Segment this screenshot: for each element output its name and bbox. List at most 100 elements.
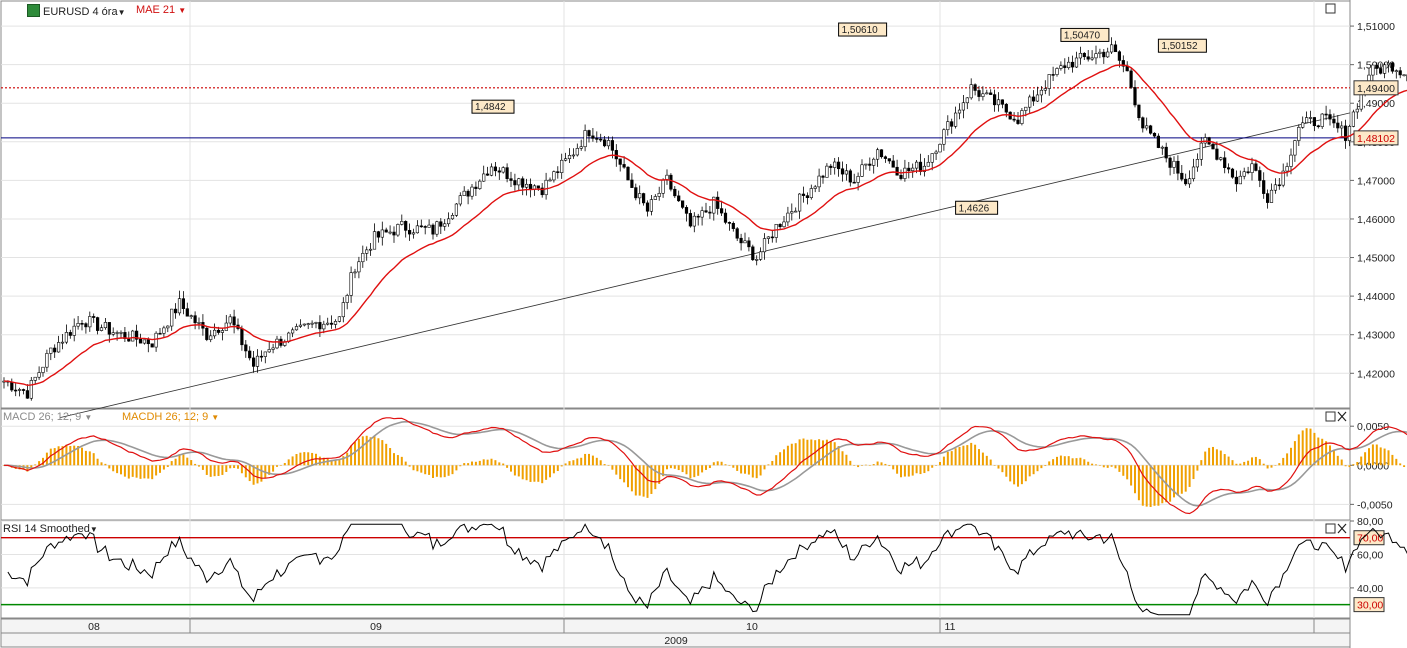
candle-body (864, 163, 868, 166)
macd-histogram-bar (1387, 450, 1390, 466)
macd-histogram-bar (1399, 463, 1402, 466)
macd-histogram-bar (1254, 456, 1257, 466)
candle-body (302, 323, 306, 326)
rsi-indicator-label[interactable]: RSI 14 Smoothed▼ (3, 523, 98, 536)
candle-body (1227, 167, 1231, 170)
candle-body (1301, 122, 1305, 128)
macd-histogram-bar (689, 465, 692, 479)
price-tick-label: 1,43000 (1357, 330, 1395, 342)
candle-body (673, 188, 677, 197)
candle-body (747, 240, 751, 248)
trendline[interactable] (59, 112, 1351, 419)
macd-histogram-bar (408, 465, 411, 467)
macdh-indicator-label[interactable]: MACDH 26; 12; 9 ▼ (122, 411, 219, 424)
maximize-icon[interactable] (1325, 3, 1336, 14)
macd-histogram-bar (330, 459, 333, 466)
macd-histogram-bar (872, 464, 875, 466)
candle-body (135, 330, 139, 340)
candle-body (1386, 62, 1391, 66)
macd-histogram-bar (346, 452, 349, 466)
candle-body (1281, 170, 1285, 186)
chevron-down-icon[interactable]: ▼ (89, 525, 98, 534)
candle-body (205, 327, 209, 340)
candle-body (758, 251, 763, 260)
candle-body (1110, 44, 1114, 53)
maximize-icon[interactable] (1325, 523, 1336, 534)
candle-body (1149, 125, 1153, 134)
candle-body (1371, 64, 1375, 76)
macd-histogram-bar (677, 465, 680, 471)
price-annotation-box (471, 99, 515, 114)
candle-body (1063, 65, 1067, 68)
macd-histogram-bar (1239, 463, 1242, 466)
close-icon[interactable] (1337, 411, 1347, 422)
chevron-down-icon[interactable]: ▼ (84, 413, 93, 422)
macd-histogram-bar (740, 465, 743, 474)
macd-histogram-bar (166, 465, 169, 467)
candle-body (560, 159, 564, 173)
ma-indicator-label[interactable]: MAE 21 ▼ (136, 4, 186, 17)
macd-pane[interactable] (0, 408, 1351, 521)
macd-indicator-label[interactable]: MACD 26; 12; 9 ▼ (3, 411, 92, 424)
symbol-label: EURUSD 4 óra (43, 6, 118, 18)
candle-body (649, 199, 653, 212)
maximize-icon[interactable] (1325, 411, 1336, 422)
candle-body (220, 330, 225, 333)
macd-histogram-bar (1153, 465, 1156, 506)
candle-body (895, 166, 899, 176)
candle-body (602, 139, 607, 147)
macd-histogram-bar (1219, 450, 1222, 466)
chevron-down-icon[interactable]: ▼ (211, 413, 220, 422)
macd-histogram-bar (1309, 428, 1312, 466)
macd-histogram-bar (1134, 465, 1136, 494)
macd-histogram-bar (946, 451, 949, 466)
candle-body (1078, 52, 1082, 59)
candle-body (53, 347, 57, 353)
candle-body (755, 259, 759, 261)
macd-histogram-bar (978, 449, 980, 466)
macd-histogram-bar (361, 436, 364, 466)
macd-histogram-bar (525, 465, 528, 481)
macd-histogram-bar (833, 442, 836, 466)
macd-histogram-bar (276, 465, 278, 467)
macd-histogram-bar (1196, 465, 1199, 471)
macd-histogram-bar (225, 465, 228, 472)
symbol-selector[interactable]: EURUSD 4 óra▼ (27, 4, 126, 19)
candle-body (224, 322, 228, 331)
candle-body (856, 176, 860, 183)
candle-body (1051, 74, 1055, 76)
candle-body (1176, 160, 1180, 174)
candle-body (166, 325, 170, 329)
macd-histogram-bar (564, 463, 567, 466)
candle-body (630, 179, 634, 188)
candle-body (946, 121, 950, 131)
price-pane[interactable] (0, 0, 1351, 409)
candle-body (263, 351, 267, 357)
candle-body (376, 231, 381, 238)
chevron-down-icon[interactable]: ▼ (117, 8, 126, 17)
macd-histogram-bar (989, 459, 992, 466)
macd-histogram-bar (576, 458, 579, 466)
macd-histogram-bar (790, 443, 793, 466)
close-icon[interactable] (1337, 523, 1347, 534)
candle-body (435, 221, 439, 235)
candle-body (641, 193, 646, 204)
candle-body (833, 161, 837, 168)
rsi-pane[interactable] (0, 520, 1351, 619)
candle-body (337, 316, 342, 322)
candle-body (583, 130, 587, 148)
candle-body (1398, 70, 1402, 76)
macd-histogram-bar (1247, 460, 1250, 466)
candle-body (521, 178, 525, 188)
chevron-down-icon[interactable]: ▼ (178, 6, 187, 15)
candle-body (926, 161, 930, 167)
candle-body (501, 167, 505, 173)
macd-histogram-bar (1017, 465, 1019, 487)
macd-histogram-bar (857, 465, 860, 468)
candle-body (174, 308, 178, 314)
candle-body (1347, 126, 1352, 141)
candle-body (154, 332, 158, 348)
macd-histogram-bar (642, 465, 645, 497)
